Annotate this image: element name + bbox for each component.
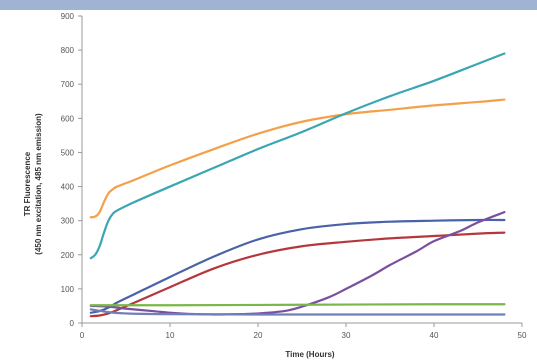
y-tick-label: 700 <box>61 80 75 89</box>
y-tick-label: 400 <box>61 183 75 192</box>
series-line-2 <box>91 54 505 259</box>
series-lines <box>91 54 505 317</box>
series-line-1 <box>91 100 505 218</box>
series-line-6 <box>91 304 505 305</box>
x-tick-label: 50 <box>518 331 527 340</box>
x-tick-label: 0 <box>80 331 85 340</box>
series-line-5 <box>91 212 505 314</box>
y-axis-title-line-1: TR Fluorescence <box>23 151 32 216</box>
series-line-3 <box>91 220 505 313</box>
x-tick-label: 30 <box>342 331 351 340</box>
y-tick-label: 0 <box>70 319 75 328</box>
y-tick-label: 300 <box>61 217 75 226</box>
y-tick-label: 900 <box>61 12 75 21</box>
x-tick-label: 10 <box>166 331 175 340</box>
x-tick-label: 20 <box>254 331 263 340</box>
y-tick-label: 600 <box>61 114 75 123</box>
y-tick-label: 200 <box>61 251 75 260</box>
y-tick-label: 100 <box>61 285 75 294</box>
x-axis-title: Time (Hours) <box>285 350 335 359</box>
y-tick-label: 800 <box>61 46 75 55</box>
x-tick-label: 40 <box>430 331 439 340</box>
axes: 0 100 200 300 400 500 600 700 800 900 0 10 20 30 40 50 <box>61 12 527 340</box>
y-tick-label: 500 <box>61 148 75 157</box>
y-axis-title-line-2: (450 nm excitation, 485 nm emission) <box>34 113 43 255</box>
